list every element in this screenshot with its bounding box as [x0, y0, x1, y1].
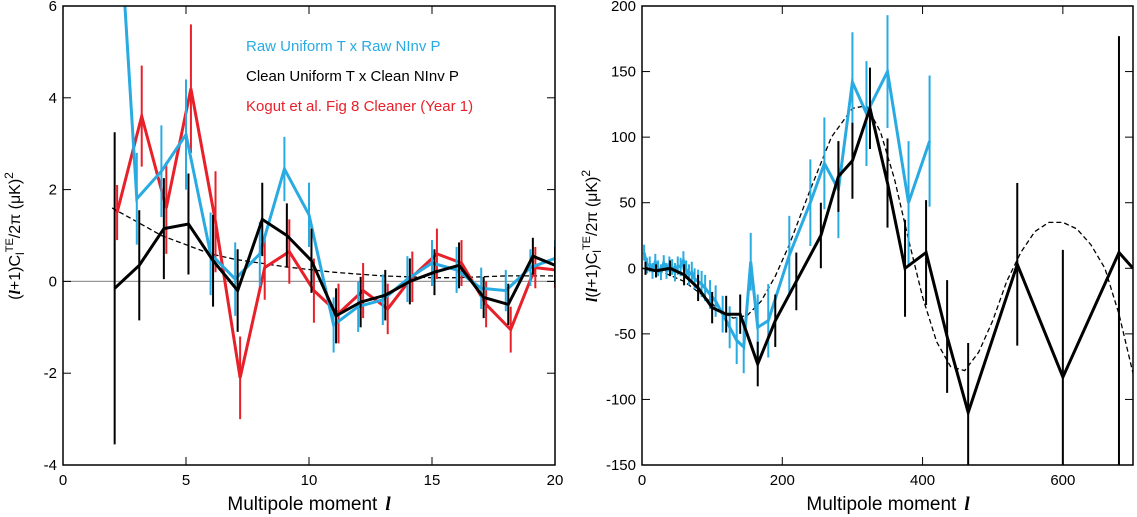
right-axis-ticks: 0 200 400 600 -150 -100 -50 0 50 100 150 200 — [606, 0, 1133, 489]
legend-clean-label: Clean Uniform T x Clean NInv P — [246, 68, 459, 85]
right-panel: 0 200 400 600 -150 -100 -50 0 50 100 150 200 Multip… — [579, 0, 1134, 515]
right-y-tick-label: 50 — [619, 195, 636, 212]
right-y-tick-label: -50 — [614, 326, 636, 343]
right-y-tick-label: 100 — [611, 129, 636, 146]
left-y-tick-label: 6 — [49, 0, 57, 15]
right-plot-frame — [641, 5, 1134, 466]
left-series-2-line — [113, 217, 555, 318]
right-x-axis-label: Multipole moment l — [806, 494, 970, 515]
left-x-tick-label: 0 — [59, 472, 67, 489]
left-y-tick-label: 4 — [49, 90, 57, 107]
legend-raw-label: Raw Uniform T x Raw NInv P — [246, 38, 441, 55]
left-clipped-group — [63, 6, 555, 445]
right-x-tick-label: 200 — [770, 472, 795, 489]
left-x-tick-label: 20 — [547, 472, 564, 489]
right-clipped-group — [642, 15, 1133, 465]
left-x-tick-label: 5 — [182, 472, 190, 489]
left-series-layer — [63, 6, 555, 445]
left-y-axis-label: (l+1)ClTE/2π (μK)2 — [2, 172, 27, 300]
right-y-tick-label: 0 — [628, 260, 636, 277]
left-y-tick-label: 0 — [49, 273, 57, 290]
right-model-curve — [642, 104, 1133, 374]
left-x-axis-label: Multipole moment l — [227, 494, 391, 515]
left-series-1-line — [123, 6, 555, 328]
right-y-axis-label: l(l+1)ClTE/2π (μK)2 — [579, 170, 604, 302]
left-legend: Raw Uniform T x Raw NInv P Clean Uniform… — [246, 38, 473, 115]
right-x-tick-label: 600 — [1050, 472, 1075, 489]
left-y-tick-label: 2 — [49, 182, 57, 199]
right-series-0-line — [642, 66, 932, 351]
right-series-layer — [642, 15, 1133, 465]
right-x-tick-label: 400 — [910, 472, 935, 489]
left-model-curve — [111, 207, 555, 279]
right-y-tick-label: 150 — [611, 64, 636, 81]
left-y-tick-label: -4 — [44, 457, 57, 474]
left-axis-ticks: 0 5 10 15 20 -4 -2 0 2 4 6 — [44, 0, 564, 489]
right-y-tick-label: 200 — [611, 0, 636, 15]
right-series-1-line — [645, 102, 1133, 418]
right-x-tick-label: 0 — [638, 472, 646, 489]
left-y-tick-label: -2 — [44, 365, 57, 382]
right-y-tick-label: -150 — [606, 457, 636, 474]
left-x-tick-label: 15 — [424, 472, 441, 489]
left-x-tick-label: 10 — [301, 472, 318, 489]
legend-kogut-label: Kogut et al. Fig 8 Cleaner (Year 1) — [246, 98, 473, 115]
right-y-tick-label: -100 — [606, 391, 636, 408]
left-panel: 0 5 10 15 20 -4 -2 0 2 4 6 Raw Uniform T x Raw NIn… — [2, 0, 563, 515]
